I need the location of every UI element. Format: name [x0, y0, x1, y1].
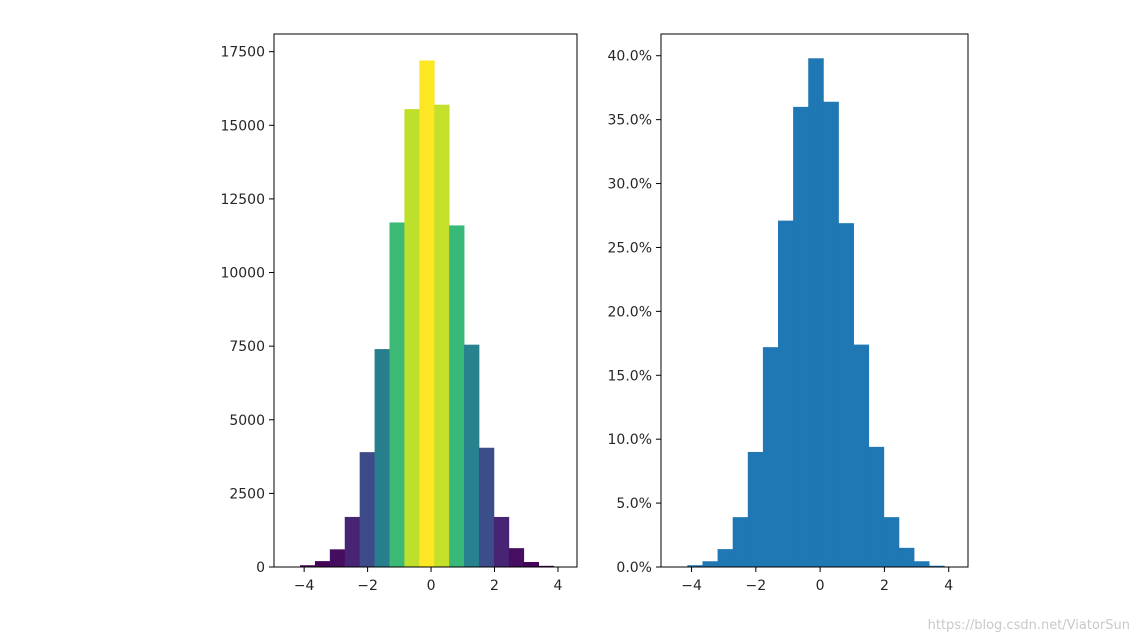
- histogram-bar: [493, 516, 510, 567]
- y-tick-label: 15.0%: [608, 368, 652, 384]
- watermark: https://blog.csdn.net/ViatorSun: [927, 618, 1130, 633]
- histogram-bar: [538, 565, 554, 567]
- y-tick-label: 0: [256, 560, 265, 576]
- histogram-bar: [389, 222, 405, 567]
- histogram-bar: [359, 452, 375, 567]
- x-tick-label: 0: [816, 578, 825, 594]
- histogram-bar: [913, 561, 930, 567]
- histogram-bar: [508, 548, 525, 567]
- y-tick-label: 10000: [220, 266, 265, 282]
- x-tick-label: 0: [427, 578, 436, 594]
- left-histogram: −4 −2 0 2 4 0 2500 5000 7500 10000 12500 15000 17500: [220, 33, 578, 594]
- x-tick-label: 4: [554, 578, 563, 594]
- histogram-bar: [300, 565, 316, 567]
- histogram-bar: [344, 516, 361, 567]
- y-tick-label: 17500: [220, 45, 265, 61]
- histogram-bar: [314, 561, 331, 567]
- x-tick-label: −4: [294, 578, 315, 594]
- histogram-bar: [717, 549, 734, 567]
- histogram-bar: [329, 549, 346, 567]
- histogram-bar: [747, 451, 764, 567]
- x-tick-label: 4: [944, 578, 953, 594]
- x-tick-label: 2: [490, 578, 499, 594]
- x-tick-label: −2: [746, 578, 767, 594]
- x-tick-label: −4: [681, 578, 702, 594]
- histogram-bar: [419, 60, 435, 568]
- x-tick-label: 2: [880, 578, 889, 594]
- y-tick-label: 0.0%: [616, 560, 652, 576]
- histogram-bar: [374, 349, 390, 567]
- histogram-bar: [868, 446, 885, 567]
- y-tick-label: 12500: [220, 192, 265, 208]
- histogram-bar: [464, 344, 480, 567]
- y-tick-label: 35.0%: [608, 113, 652, 129]
- y-tick-label: 5.0%: [616, 496, 652, 512]
- y-tick-label: 15000: [220, 118, 265, 134]
- axes-frame: [660, 33, 969, 568]
- histogram-bar: [793, 106, 809, 568]
- axes-frame: [273, 33, 578, 568]
- x-tick-label: −2: [357, 578, 378, 594]
- histogram-bar: [523, 561, 540, 567]
- histogram-bar: [404, 109, 420, 568]
- histogram-bar: [823, 101, 839, 567]
- histogram-bar: [838, 223, 854, 567]
- y-tick-label: 5000: [229, 413, 265, 429]
- y-tick-label: 20.0%: [608, 304, 652, 320]
- histogram-bar: [853, 344, 870, 567]
- histogram-bar: [449, 225, 465, 567]
- y-tick-label: 30.0%: [608, 177, 652, 193]
- histogram-bar: [929, 565, 945, 567]
- histogram-bar: [883, 517, 900, 567]
- histogram-bar: [687, 565, 703, 567]
- y-tick-label: 10.0%: [608, 432, 652, 448]
- y-tick-label: 2500: [229, 486, 265, 502]
- histogram-bar: [898, 547, 915, 567]
- histogram-bar: [732, 517, 749, 567]
- histogram-bar: [434, 104, 450, 567]
- histogram-bar: [778, 220, 794, 568]
- y-tick-label: 7500: [229, 339, 265, 355]
- right-histogram: −4 −2 0 2 40.0%5.0%10.0%15.0%20.0%25.0%30.0%…: [608, 33, 969, 594]
- y-tick-label: 25.0%: [608, 240, 652, 256]
- histogram-bar: [808, 58, 824, 567]
- histogram-bar: [702, 561, 718, 567]
- histogram-bar: [762, 347, 779, 567]
- y-tick-label: 40.0%: [608, 49, 652, 65]
- histogram-bar: [478, 447, 495, 567]
